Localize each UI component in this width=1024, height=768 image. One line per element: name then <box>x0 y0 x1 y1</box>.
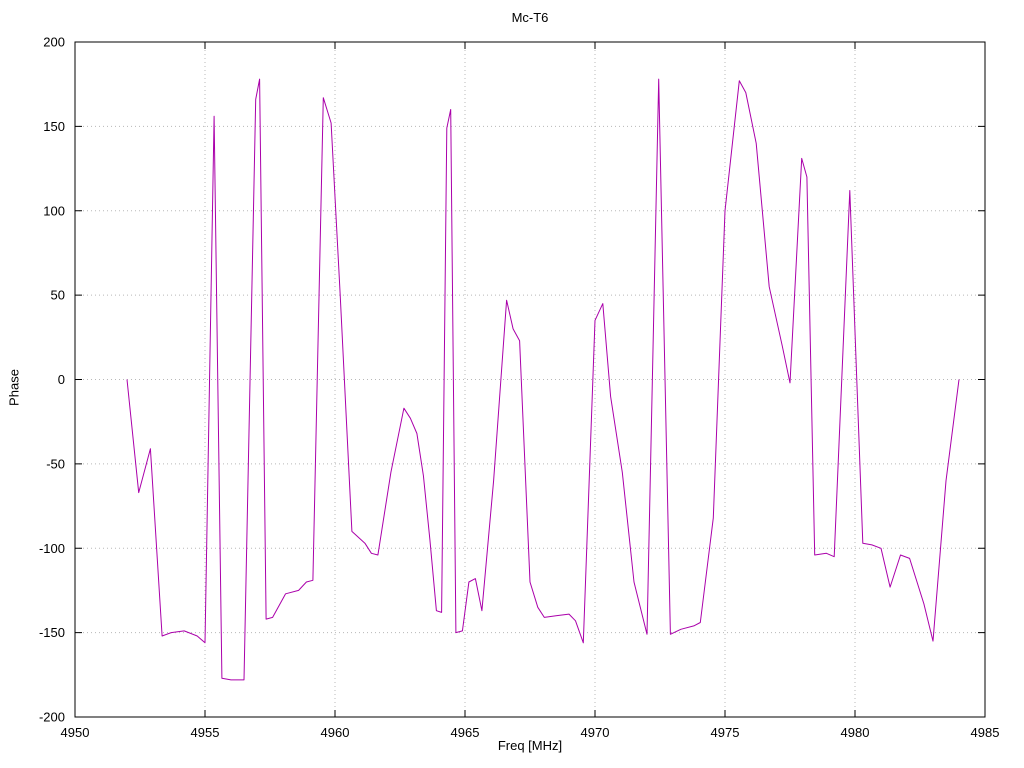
y-tick-label: 0 <box>58 372 65 387</box>
x-tick-label: 4955 <box>191 725 220 740</box>
y-tick-label: 50 <box>51 288 65 303</box>
y-tick-label: -100 <box>39 541 65 556</box>
x-axis-label: Freq [MHz] <box>497 738 563 753</box>
x-tick-label: 4985 <box>971 725 1000 740</box>
x-tick-label: 4980 <box>841 725 870 740</box>
x-tick-label: 4970 <box>581 725 610 740</box>
y-tick-label: 200 <box>43 35 65 50</box>
phase-series-line <box>126 78 960 681</box>
x-tick-label: 4975 <box>711 725 740 740</box>
x-tick-label: 4950 <box>61 725 90 740</box>
y-tick-label: 150 <box>43 119 65 134</box>
x-tick-label: 4960 <box>321 725 350 740</box>
y-tick-label: -150 <box>39 625 65 640</box>
y-tick-label: 100 <box>43 203 65 218</box>
y-tick-label: -200 <box>39 710 65 725</box>
chart-title: Mc-T6 <box>511 10 549 25</box>
y-tick-label: -50 <box>46 456 65 471</box>
x-tick-label: 4965 <box>451 725 480 740</box>
